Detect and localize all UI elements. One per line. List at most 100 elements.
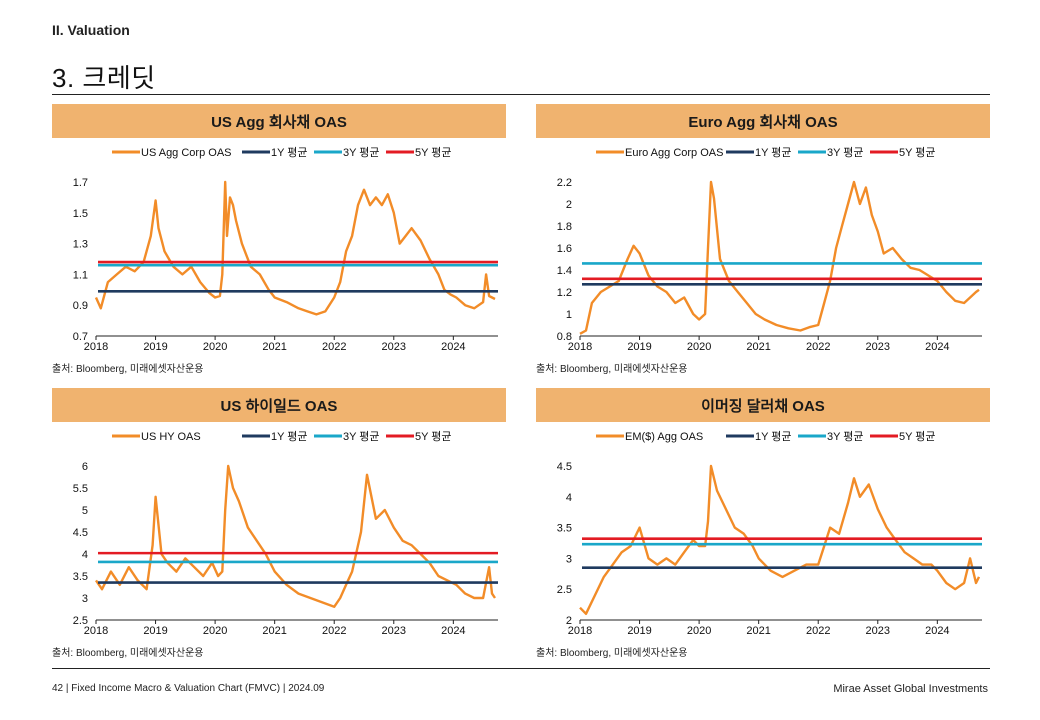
x-tick-label: 2021 xyxy=(262,625,286,637)
chart-title: US 하이일드 OAS xyxy=(52,388,506,422)
y-tick-label: 3.5 xyxy=(73,571,88,583)
x-tick-label: 2023 xyxy=(382,625,406,637)
legend-item: US HY OAS xyxy=(112,431,201,443)
chart-source: 출처: Bloomberg, 미래에셋자산운용 xyxy=(536,648,688,659)
x-tick-label: 2020 xyxy=(203,341,227,353)
legend-label: 3Y 평균 xyxy=(343,146,380,159)
footer-company: Mirae Asset Global Investments xyxy=(833,683,988,695)
y-tick-label: 1.7 xyxy=(73,177,88,189)
legend-label: 3Y 평균 xyxy=(827,146,864,159)
y-tick-label: 1.6 xyxy=(557,243,572,255)
y-tick-label: 1.4 xyxy=(557,265,572,277)
y-tick-label: 3.5 xyxy=(557,523,572,535)
y-tick-label: 1.5 xyxy=(73,208,88,220)
legend-label: 1Y 평균 xyxy=(755,146,792,159)
chart-svg: US Agg Corp OAS 1Y 평균 3Y 평균 5Y 평균 0.7 0.9 1.1 1… xyxy=(73,146,498,353)
chart-panel-euro-agg: Euro Agg 회사채 OAS Euro Agg Corp OAS 1Y 평균 3… xyxy=(536,104,990,375)
y-tick-label: 1 xyxy=(566,309,572,321)
chart-title: 이머징 달러채 OAS xyxy=(536,388,990,422)
chart-svg: Euro Agg Corp OAS 1Y 평균 3Y 평균 5Y 평균 0.8 1 1.2 1… xyxy=(557,146,982,353)
x-tick-label: 2018 xyxy=(568,625,592,637)
series-line-oas xyxy=(579,180,980,335)
legend-label: 5Y 평균 xyxy=(899,430,936,443)
legend-item: EM($) Agg OAS xyxy=(596,431,703,443)
x-tick-label: 2020 xyxy=(687,341,711,353)
y-tick-label: 4.5 xyxy=(557,461,572,473)
chart-panel-us-hy: US 하이일드 OAS US HY OAS 1Y 평균 3Y 평균 5Y 평균 2.5 3… xyxy=(52,388,506,659)
x-tick-label: 2019 xyxy=(143,341,167,353)
x-tick-label: 2021 xyxy=(746,341,770,353)
y-tick-label: 2.2 xyxy=(557,177,572,189)
footer-divider xyxy=(52,668,990,669)
title-divider xyxy=(52,94,990,95)
y-tick-label: 2 xyxy=(566,615,572,627)
legend-item: 3Y 평균 xyxy=(314,430,380,443)
y-tick-label: 2 xyxy=(566,199,572,211)
y-tick-label: 1.2 xyxy=(557,287,572,299)
x-tick-label: 2019 xyxy=(143,625,167,637)
legend-label: Euro Agg Corp OAS xyxy=(625,147,723,159)
x-tick-label: 2020 xyxy=(203,625,227,637)
x-tick-label: 2018 xyxy=(84,341,108,353)
x-tick-label: 2021 xyxy=(262,341,286,353)
series-line-oas xyxy=(95,464,496,609)
series-line-oas xyxy=(94,180,496,316)
x-tick-label: 2022 xyxy=(806,625,830,637)
legend-label: EM($) Agg OAS xyxy=(625,431,703,443)
legend-label: US HY OAS xyxy=(141,431,201,443)
legend-label: 3Y 평균 xyxy=(827,430,864,443)
footer-page-info: 42 | Fixed Income Macro & Valuation Char… xyxy=(52,683,325,694)
legend-item: 1Y 평균 xyxy=(726,430,792,443)
chart-panel-us-agg: US Agg 회사채 OAS US Agg Corp OAS 1Y 평균 3Y 평균… xyxy=(52,104,506,375)
chart-title: US Agg 회사채 OAS xyxy=(52,104,506,138)
x-tick-label: 2019 xyxy=(627,341,651,353)
chart-source: 출처: Bloomberg, 미래에셋자산운용 xyxy=(536,364,688,375)
legend-label: 1Y 평균 xyxy=(271,430,308,443)
x-tick-label: 2018 xyxy=(568,341,592,353)
legend-item: 3Y 평균 xyxy=(798,430,864,443)
legend-item: 1Y 평균 xyxy=(726,146,792,159)
x-tick-label: 2024 xyxy=(925,341,949,353)
series-line-oas xyxy=(579,464,981,616)
chart-svg: US HY OAS 1Y 평균 3Y 평균 5Y 평균 2.5 3 3.5 4 4.5 5 5.5 6… xyxy=(73,430,498,637)
x-tick-label: 2023 xyxy=(866,341,890,353)
legend-label: 3Y 평균 xyxy=(343,430,380,443)
x-tick-label: 2020 xyxy=(687,625,711,637)
legend-item: 3Y 평균 xyxy=(314,146,380,159)
legend-label: 5Y 평균 xyxy=(415,146,452,159)
y-tick-label: 0.9 xyxy=(73,300,88,312)
legend-label: 1Y 평균 xyxy=(755,430,792,443)
x-tick-label: 2022 xyxy=(322,341,346,353)
legend-item: 5Y 평균 xyxy=(870,146,936,159)
legend-item: 5Y 평균 xyxy=(386,430,452,443)
chart-panel-em: 이머징 달러채 OAS EM($) Agg OAS 1Y 평균 3Y 평균 5Y 평균… xyxy=(536,388,990,659)
y-tick-label: 6 xyxy=(82,461,88,473)
y-tick-label: 0.7 xyxy=(73,331,88,343)
y-tick-label: 3 xyxy=(82,593,88,605)
legend-item: 5Y 평균 xyxy=(870,430,936,443)
legend-label: 5Y 평균 xyxy=(415,430,452,443)
x-tick-label: 2024 xyxy=(441,341,465,353)
y-tick-label: 3 xyxy=(566,553,572,565)
y-tick-label: 1.8 xyxy=(557,221,572,233)
chart-source: 출처: Bloomberg, 미래에셋자산운용 xyxy=(52,364,204,375)
chart-title: Euro Agg 회사채 OAS xyxy=(536,104,990,138)
y-tick-label: 1.3 xyxy=(73,239,88,251)
x-tick-label: 2018 xyxy=(84,625,108,637)
x-tick-label: 2024 xyxy=(925,625,949,637)
legend-label: 5Y 평균 xyxy=(899,146,936,159)
y-tick-label: 4.5 xyxy=(73,527,88,539)
legend-item: Euro Agg Corp OAS xyxy=(596,147,723,159)
y-tick-label: 2.5 xyxy=(73,615,88,627)
y-tick-label: 2.5 xyxy=(557,584,572,596)
chart-source: 출처: Bloomberg, 미래에셋자산운용 xyxy=(52,648,204,659)
x-tick-label: 2023 xyxy=(866,625,890,637)
y-tick-label: 4 xyxy=(82,549,88,561)
y-tick-label: 5 xyxy=(82,505,88,517)
legend-item: 5Y 평균 xyxy=(386,146,452,159)
y-tick-label: 1.1 xyxy=(73,269,88,281)
section-label: II. Valuation xyxy=(52,22,130,38)
x-tick-label: 2022 xyxy=(322,625,346,637)
y-tick-label: 4 xyxy=(566,492,572,504)
legend-item: US Agg Corp OAS xyxy=(112,147,232,159)
